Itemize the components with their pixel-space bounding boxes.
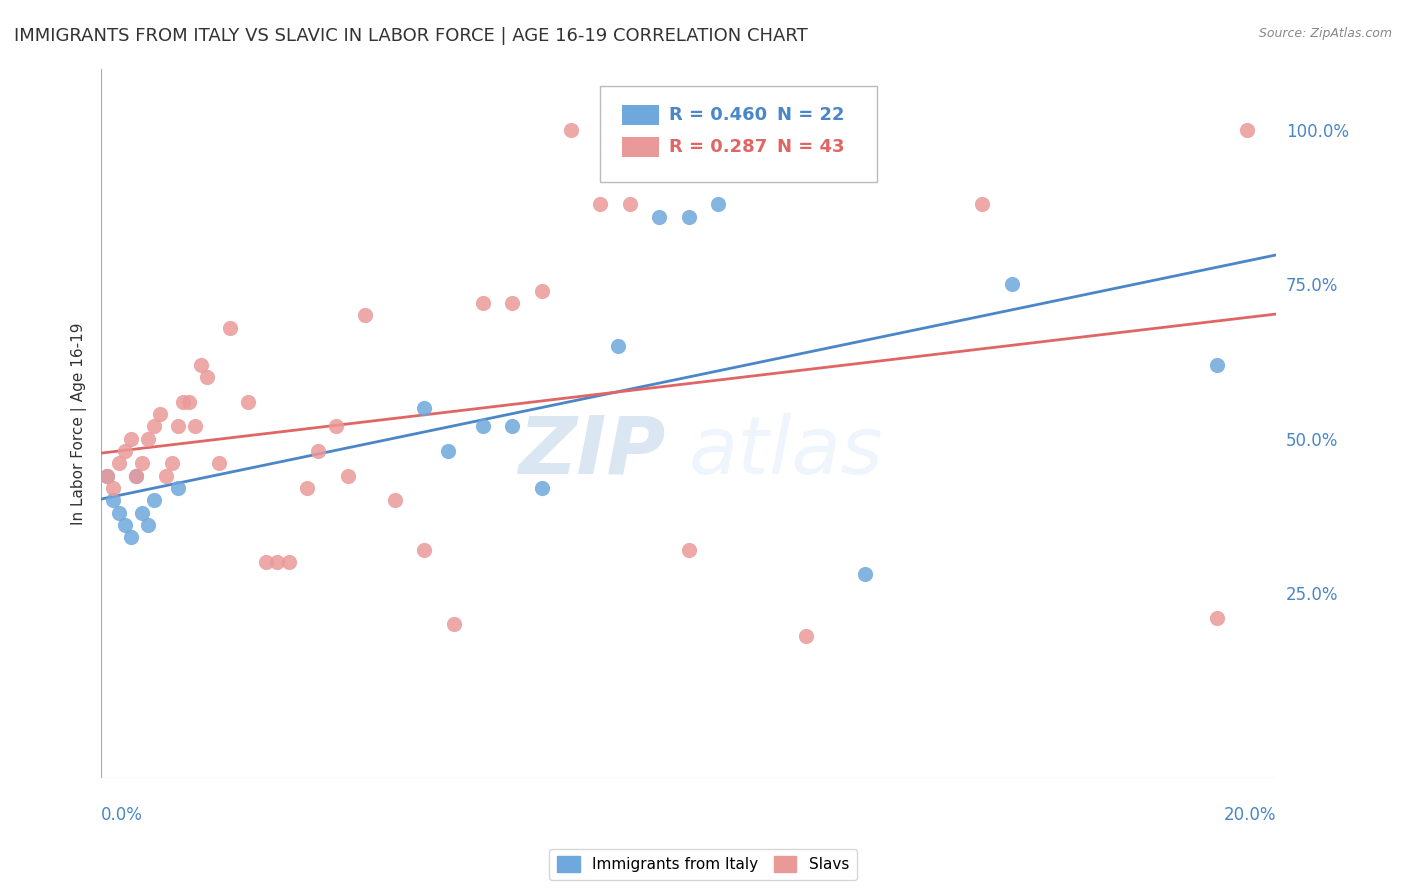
Point <box>972 197 994 211</box>
Point <box>155 468 177 483</box>
Point <box>120 530 142 544</box>
Point <box>114 518 136 533</box>
Point <box>295 481 318 495</box>
Point <box>413 542 436 557</box>
Point <box>413 401 436 415</box>
Point <box>236 394 259 409</box>
Text: Source: ZipAtlas.com: Source: ZipAtlas.com <box>1258 27 1392 40</box>
Point <box>436 444 458 458</box>
Point <box>166 419 188 434</box>
Point <box>443 616 465 631</box>
Point <box>560 123 582 137</box>
Point <box>354 308 377 322</box>
Point <box>131 456 153 470</box>
Point <box>207 456 229 470</box>
Point <box>179 394 201 409</box>
Y-axis label: In Labor Force | Age 16-19: In Labor Force | Age 16-19 <box>72 322 87 524</box>
Point <box>278 555 301 569</box>
FancyBboxPatch shape <box>621 105 659 125</box>
Point <box>472 419 495 434</box>
Point <box>166 481 188 495</box>
Point <box>1206 358 1229 372</box>
FancyBboxPatch shape <box>621 137 659 157</box>
Point <box>125 468 148 483</box>
Text: IMMIGRANTS FROM ITALY VS SLAVIC IN LABOR FORCE | AGE 16-19 CORRELATION CHART: IMMIGRANTS FROM ITALY VS SLAVIC IN LABOR… <box>14 27 808 45</box>
Legend: Immigrants from Italy, Slavs: Immigrants from Italy, Slavs <box>550 848 856 880</box>
Point <box>184 419 207 434</box>
Point <box>794 629 817 643</box>
Point <box>190 358 212 372</box>
Point <box>114 444 136 458</box>
Point <box>96 468 118 483</box>
Text: R = 0.460: R = 0.460 <box>669 105 766 124</box>
Point <box>96 468 118 483</box>
Point <box>308 444 330 458</box>
Point <box>648 210 671 224</box>
Point <box>619 197 641 211</box>
Point <box>131 506 153 520</box>
Point <box>853 567 876 582</box>
Point <box>125 468 148 483</box>
Point <box>589 197 612 211</box>
Point <box>384 493 406 508</box>
Point <box>195 370 218 384</box>
Text: 20.0%: 20.0% <box>1223 806 1277 824</box>
Point <box>501 296 523 310</box>
Text: atlas: atlas <box>689 413 883 491</box>
Point <box>472 296 495 310</box>
Text: 0.0%: 0.0% <box>101 806 143 824</box>
Point <box>530 284 553 298</box>
Point <box>501 419 523 434</box>
Point <box>107 456 129 470</box>
Point <box>530 481 553 495</box>
Point <box>266 555 288 569</box>
Point <box>172 394 194 409</box>
Point <box>143 493 166 508</box>
Point <box>136 432 159 446</box>
FancyBboxPatch shape <box>600 87 876 182</box>
Point <box>101 481 124 495</box>
Point <box>678 542 700 557</box>
Point <box>1206 610 1229 624</box>
Point <box>325 419 347 434</box>
Point <box>1001 277 1024 292</box>
Point <box>143 419 166 434</box>
Text: N = 22: N = 22 <box>776 105 844 124</box>
Point <box>607 339 630 353</box>
Point <box>101 493 124 508</box>
Point <box>219 320 242 334</box>
Point <box>707 197 730 211</box>
Point <box>149 407 172 421</box>
Text: R = 0.287: R = 0.287 <box>669 138 766 156</box>
Point <box>120 432 142 446</box>
Point <box>160 456 183 470</box>
Point <box>1236 123 1258 137</box>
Text: ZIP: ZIP <box>517 413 665 491</box>
Point <box>136 518 159 533</box>
Text: N = 43: N = 43 <box>776 138 844 156</box>
Point <box>336 468 359 483</box>
Point <box>254 555 277 569</box>
Point <box>678 210 700 224</box>
Point <box>107 506 129 520</box>
